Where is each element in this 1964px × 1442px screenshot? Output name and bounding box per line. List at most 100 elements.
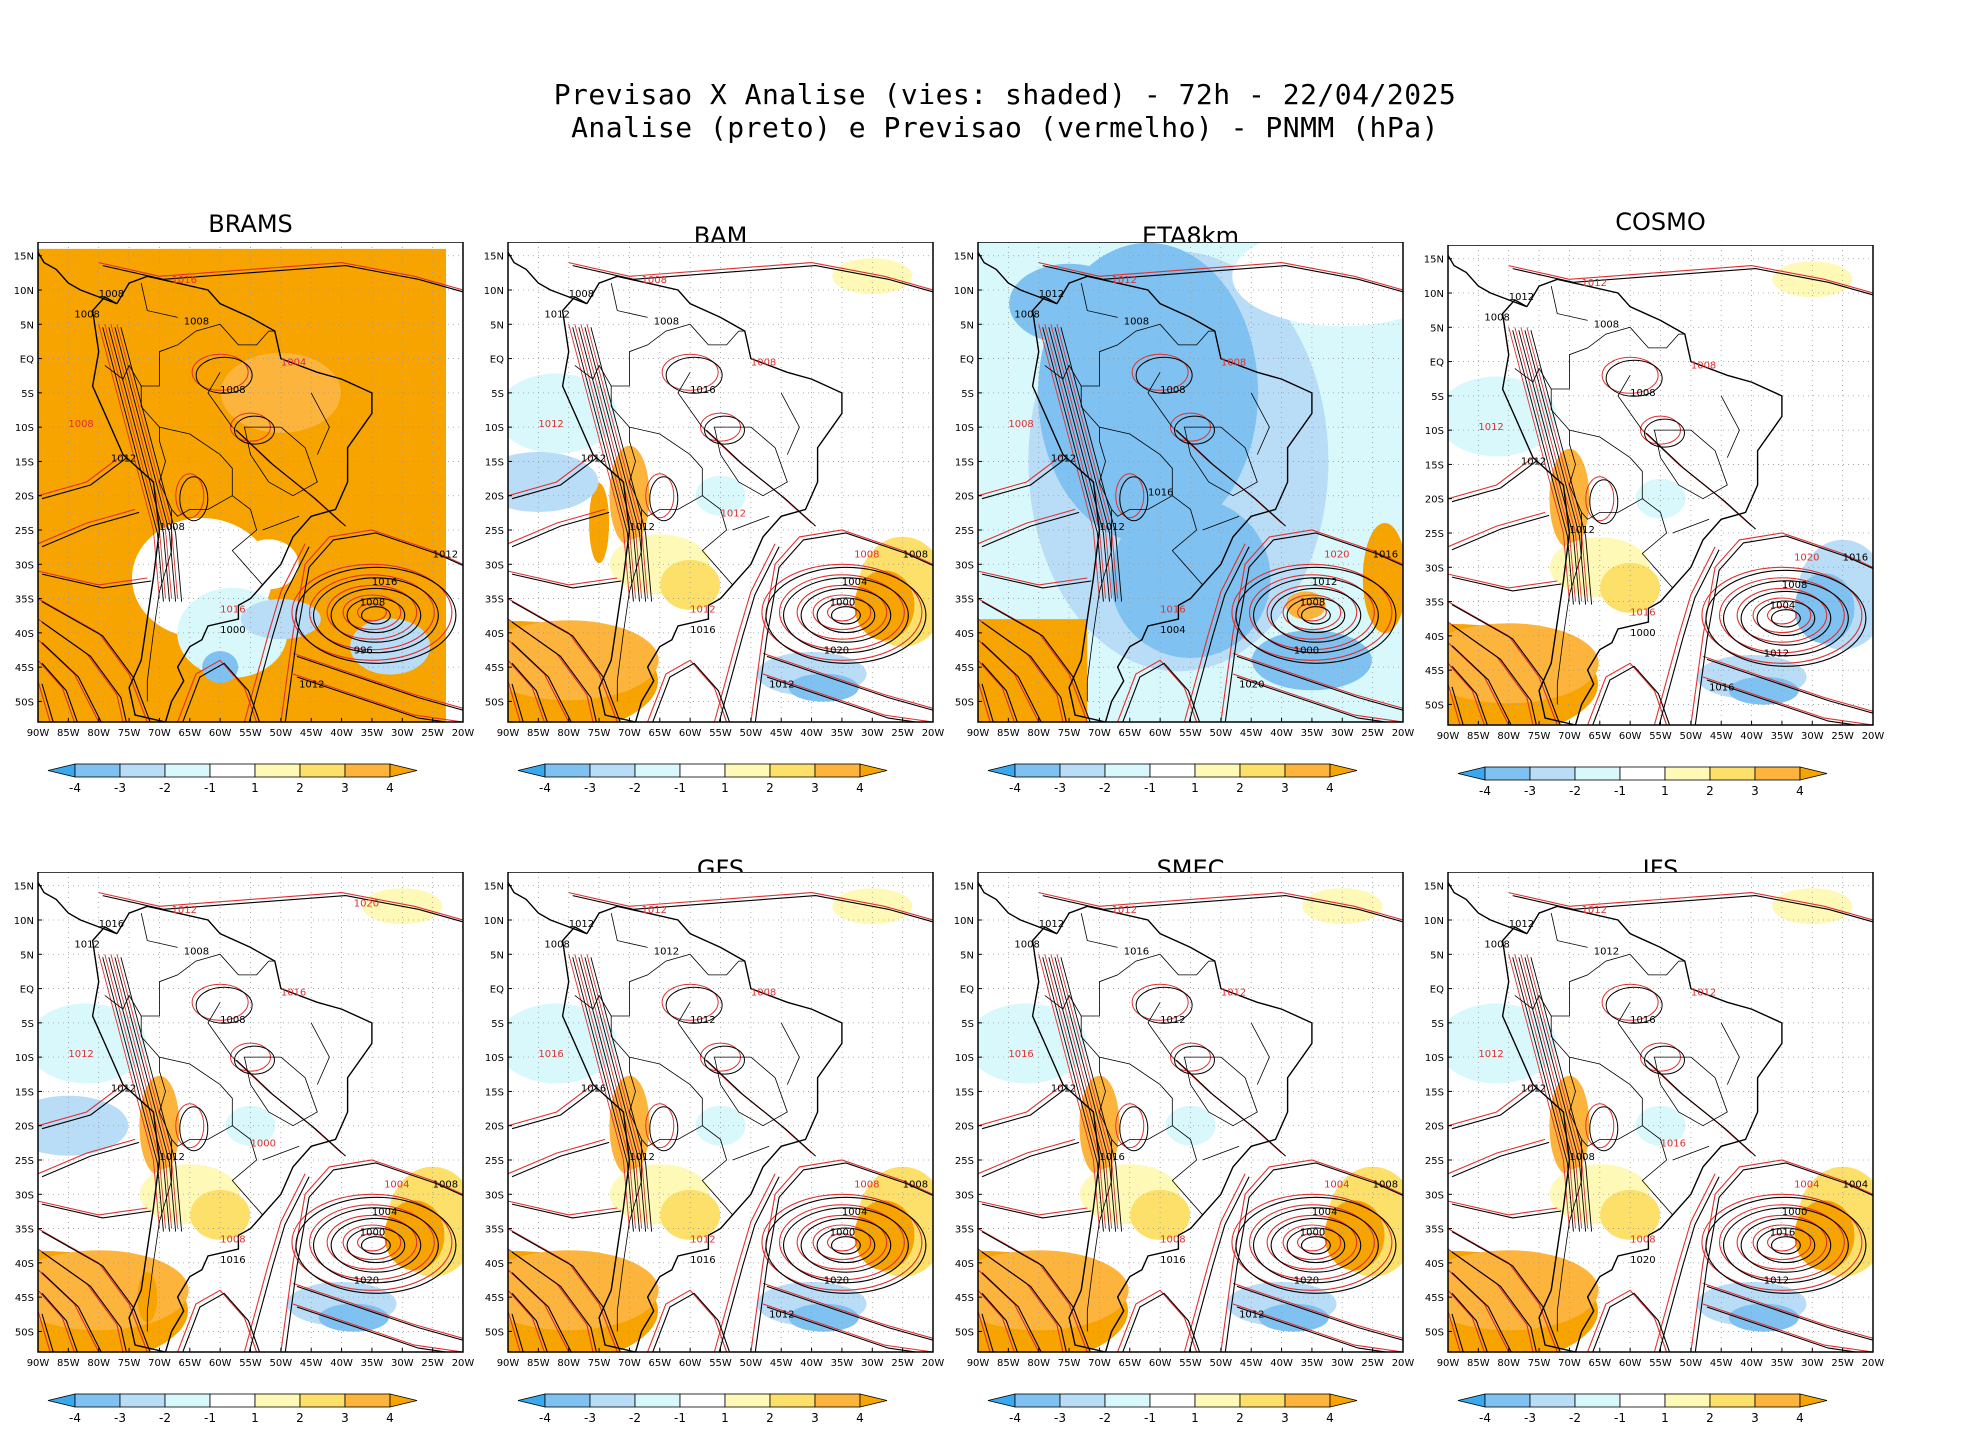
- lon-tick-label: 25W: [891, 728, 914, 739]
- colorbar: -4 -3 -2 -1 1 2 3 4: [517, 1393, 888, 1425]
- coastline: [508, 251, 843, 722]
- lon-tick-label: 65W: [648, 1358, 671, 1369]
- contour-label-analysis: 1008: [184, 316, 209, 327]
- contour-label-analysis: 1008: [74, 309, 99, 320]
- lat-tick-label: 20S: [1425, 1122, 1444, 1133]
- contour-label-analysis: 1012: [1521, 456, 1546, 467]
- lon-tick-label: 70W: [148, 1358, 171, 1369]
- lat-tick-label: 30S: [15, 560, 34, 571]
- contour-label-analysis: 1004: [1312, 1207, 1337, 1218]
- lon-tick-label: 25W: [1831, 1358, 1854, 1369]
- lon-tick-label: 75W: [118, 1358, 141, 1369]
- lat-tick-label: 25S: [955, 526, 974, 537]
- contour-label-analysis: 1008: [433, 1179, 458, 1190]
- contour-label-forecast: 1008: [751, 987, 776, 998]
- lon-tick-label: 50W: [270, 728, 293, 739]
- lat-tick-label: 10N: [1424, 916, 1444, 927]
- contour-label-analysis: 1012: [1764, 648, 1789, 659]
- colorbar-label: -2: [1099, 1411, 1111, 1425]
- contour-label-analysis: 1000: [1294, 645, 1319, 656]
- contour-label-analysis: 1020: [354, 1275, 379, 1286]
- map-svg-ifs: 1012100810121016101210081004100010161020…: [1424, 872, 1885, 1425]
- lon-tick-label: 85W: [57, 728, 80, 739]
- map-svg-eta8km: 1012100810081008101210121016101210081004…: [954, 242, 1414, 795]
- lat-tick-label: 45S: [1425, 1293, 1444, 1304]
- lon-tick-label: 80W: [557, 1358, 580, 1369]
- lon-tick-label: 25W: [1361, 1358, 1384, 1369]
- analysis-contours: [41, 895, 463, 1352]
- colorbar-label: 1: [1661, 1411, 1669, 1425]
- colorbar-label: 2: [1706, 784, 1714, 798]
- lat-tick-label: EQ: [1430, 985, 1444, 996]
- contour-label-analysis: 1012: [1051, 1083, 1076, 1094]
- lat-tick-label: 25S: [485, 526, 504, 537]
- bias-shading: 1016101210081008101210121008100410001016…: [38, 872, 463, 1352]
- contour-label-forecast: 1004: [281, 357, 306, 368]
- colorbar: -4 -3 -2 -1 1 2 3 4: [47, 1393, 418, 1425]
- lon-tick-label: 40W: [1270, 728, 1293, 739]
- lat-tick-label: 15S: [955, 457, 974, 468]
- colorbar-label: -1: [1614, 784, 1626, 798]
- lon-tick-label: 85W: [527, 1358, 550, 1369]
- lat-tick-label: 35S: [15, 1225, 34, 1236]
- lon-tick-label: 70W: [618, 728, 641, 739]
- lat-tick-label: 5S: [491, 1019, 504, 1030]
- colorbar: -4 -3 -2 -1 1 2 3 4: [987, 1393, 1358, 1425]
- map-svg-bam: 1008101210081016101210121008100410001016…: [484, 242, 944, 795]
- contour-label-analysis: 1012: [1039, 919, 1064, 930]
- contour-label-analysis: 1008: [184, 946, 209, 957]
- colorbar-label: 4: [856, 1411, 864, 1425]
- contour-label-forecast: 1004: [384, 1179, 409, 1190]
- contour-label-analysis: 1000: [220, 625, 245, 636]
- lat-tick-label: 20S: [485, 1122, 504, 1133]
- lat-tick-label: 15N: [14, 252, 34, 263]
- lat-tick-label: 5N: [960, 950, 974, 961]
- lon-tick-label: 60W: [1149, 728, 1172, 739]
- contour-label-analysis: 1016: [99, 919, 124, 930]
- colorbar-label: -2: [159, 1411, 171, 1425]
- lon-tick-label: 35W: [1301, 1358, 1324, 1369]
- contour-label-forecast: 1016: [1661, 1138, 1686, 1149]
- lat-tick-label: 30S: [485, 1190, 504, 1201]
- contour-label-analysis: 1008: [1160, 385, 1185, 396]
- lon-tick-label: 90W: [1437, 731, 1460, 742]
- lon-tick-label: 30W: [861, 728, 884, 739]
- lon-tick-label: 80W: [87, 728, 110, 739]
- graticule: [1448, 245, 1873, 725]
- lat-tick-label: 10N: [484, 916, 504, 927]
- lon-tick-label: 75W: [1058, 1358, 1081, 1369]
- colorbar-label: -4: [539, 781, 551, 795]
- contour-label-analysis: 1008: [1594, 319, 1619, 330]
- contour-label-analysis: 1016: [690, 625, 715, 636]
- lat-tick-label: 25S: [1425, 1156, 1444, 1167]
- contour-label-analysis: 1004: [842, 577, 867, 588]
- lat-tick-label: 40S: [15, 629, 34, 640]
- contour-label-analysis: 1016: [1099, 1152, 1124, 1163]
- contour-label-analysis: 1016: [1373, 549, 1398, 560]
- contour-label-analysis: 1000: [830, 1227, 855, 1238]
- lat-tick-label: 15S: [15, 1087, 34, 1098]
- lon-tick-label: 55W: [239, 728, 262, 739]
- forecast-contours: [978, 262, 1403, 722]
- lon-tick-label: 40W: [330, 1358, 353, 1369]
- colorbar-label: -1: [1144, 781, 1156, 795]
- contour-label-forecast: 1012: [1112, 275, 1137, 286]
- lat-tick-label: 10N: [484, 286, 504, 297]
- colorbar-label: 3: [1751, 1411, 1759, 1425]
- colorbar-label: -1: [204, 781, 216, 795]
- lat-tick-label: 10S: [955, 423, 974, 434]
- contour-label-analysis: 1000: [1630, 628, 1655, 639]
- lon-tick-label: 80W: [1027, 1358, 1050, 1369]
- lat-tick-label: 20S: [955, 1122, 974, 1133]
- lat-tick-label: 40S: [485, 1259, 504, 1270]
- lat-tick-label: 20S: [955, 492, 974, 503]
- contour-label-analysis: 1012: [159, 1152, 184, 1163]
- lon-tick-label: 60W: [209, 728, 232, 739]
- contour-label-analysis: 1008: [1300, 597, 1325, 608]
- lon-tick-label: 20W: [1862, 1358, 1885, 1369]
- contour-label-analysis: 1012: [544, 309, 569, 320]
- lat-tick-label: 10N: [954, 286, 974, 297]
- bias-shading: 1008101210081016101210121008100410001016…: [508, 242, 933, 722]
- contour-label-analysis: 1012: [1569, 525, 1594, 536]
- contour-label-forecast: 1004: [1324, 1179, 1349, 1190]
